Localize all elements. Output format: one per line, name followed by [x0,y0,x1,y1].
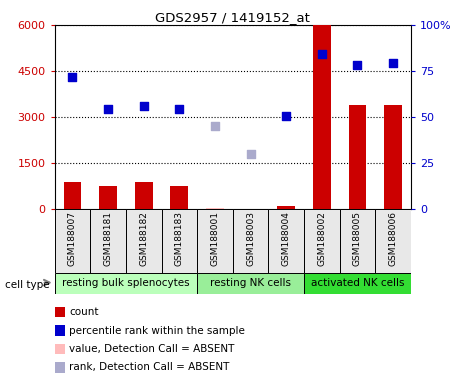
Bar [55,273,197,294]
Text: GSM188006: GSM188006 [389,211,398,266]
Text: GSM188003: GSM188003 [246,211,255,266]
Text: GSM188183: GSM188183 [175,211,184,266]
Bar [99,186,117,209]
Point [104,106,112,113]
Bar [206,208,224,209]
Title: GDS2957 / 1419152_at: GDS2957 / 1419152_at [155,11,310,24]
Text: resting bulk splenocytes: resting bulk splenocytes [62,278,190,288]
Bar [135,182,152,209]
Bar [349,105,366,209]
Point [68,74,76,80]
Text: rank, Detection Call = ABSENT: rank, Detection Call = ABSENT [69,362,229,372]
Point [211,123,218,129]
Point [282,113,290,119]
Point [390,60,397,66]
Bar [313,25,331,209]
Bar [277,205,295,209]
Bar [197,273,304,294]
Text: GSM188005: GSM188005 [353,211,362,266]
Text: resting NK cells: resting NK cells [210,278,291,288]
Text: value, Detection Call = ABSENT: value, Detection Call = ABSENT [69,344,234,354]
Text: activated NK cells: activated NK cells [311,278,404,288]
Point [353,62,361,68]
Text: GSM188181: GSM188181 [104,211,113,266]
Text: GSM188007: GSM188007 [68,211,77,266]
Bar [304,209,340,273]
Text: percentile rank within the sample: percentile rank within the sample [69,326,245,336]
Bar [268,209,304,273]
Text: GSM188002: GSM188002 [317,211,326,266]
Bar [126,209,162,273]
Text: count: count [69,307,98,317]
Text: cell type: cell type [5,280,49,290]
Bar [233,209,268,273]
Bar [375,209,411,273]
Bar [340,209,375,273]
Bar [55,209,90,273]
Bar [304,273,411,294]
Bar [64,182,81,209]
Bar [162,209,197,273]
Point [318,51,326,57]
Bar [197,209,233,273]
Bar [384,105,402,209]
Text: GSM188004: GSM188004 [282,211,291,266]
Bar [171,186,188,209]
Bar [90,209,126,273]
Point [140,103,147,109]
Point [247,151,255,157]
Text: GSM188182: GSM188182 [139,211,148,266]
Point [176,106,183,113]
Text: GSM188001: GSM188001 [210,211,219,266]
